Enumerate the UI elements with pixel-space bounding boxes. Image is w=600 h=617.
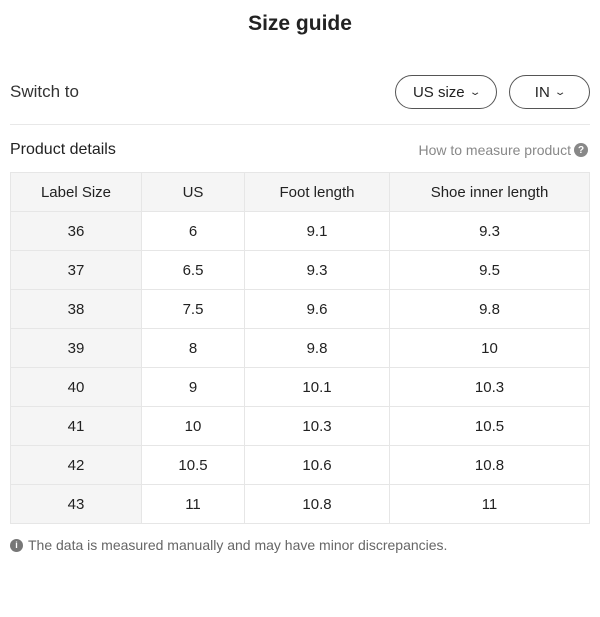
cell-shoe-inner-length: 9.5	[389, 250, 590, 290]
cell-label-size: 41	[10, 406, 142, 446]
table-row: 38 7.5 9.6 9.8	[10, 289, 590, 329]
cell-shoe-inner-length: 9.8	[389, 289, 590, 329]
divider	[10, 124, 590, 125]
cell-shoe-inner-length: 9.3	[389, 211, 590, 251]
table-row: 41 10 10.3 10.5	[10, 406, 590, 446]
cell-label-size: 38	[10, 289, 142, 329]
table-row: 36 6 9.1 9.3	[10, 211, 590, 251]
cell-us-size: 9	[141, 367, 245, 407]
cell-us-size: 11	[141, 484, 245, 524]
section-title: Product details	[10, 141, 116, 158]
cell-label-size: 40	[10, 367, 142, 407]
cell-shoe-inner-length: 10	[389, 328, 590, 368]
header-foot-length: Foot length	[244, 172, 390, 212]
cell-shoe-inner-length: 10.3	[389, 367, 590, 407]
header-us: US	[141, 172, 245, 212]
table-row: 39 8 9.8 10	[10, 328, 590, 368]
cell-foot-length: 9.8	[244, 328, 390, 368]
size-system-select[interactable]: US size ⌄	[395, 75, 497, 109]
cell-label-size: 42	[10, 445, 142, 485]
size-table: Label Size US Foot length Shoe inner len…	[10, 172, 590, 524]
disclaimer-text: The data is measured manually and may ha…	[28, 537, 448, 553]
cell-foot-length: 10.1	[244, 367, 390, 407]
cell-us-size: 10.5	[141, 445, 245, 485]
cell-us-size: 8	[141, 328, 245, 368]
header-shoe-inner-length: Shoe inner length	[389, 172, 590, 212]
how-to-measure-link[interactable]: How to measure product ?	[418, 142, 588, 158]
cell-label-size: 43	[10, 484, 142, 524]
cell-label-size: 37	[10, 250, 142, 290]
cell-us-size: 7.5	[141, 289, 245, 329]
cell-foot-length: 10.3	[244, 406, 390, 446]
disclaimer-note: i The data is measured manually and may …	[10, 537, 447, 553]
unit-value: IN	[534, 83, 550, 101]
table-header-row: Label Size US Foot length Shoe inner len…	[10, 172, 590, 212]
table-row: 43 11 10.8 11	[10, 484, 590, 524]
page-title: Size guide	[248, 12, 352, 35]
cell-foot-length: 9.3	[244, 250, 390, 290]
chevron-down-icon: ⌄	[553, 86, 567, 98]
cell-foot-length: 10.6	[244, 445, 390, 485]
chevron-down-icon: ⌄	[468, 86, 482, 98]
how-to-measure-label: How to measure product	[418, 142, 571, 158]
info-icon: i	[10, 538, 23, 552]
unit-select[interactable]: IN ⌄	[509, 75, 590, 109]
cell-us-size: 6	[141, 211, 245, 251]
cell-shoe-inner-length: 11	[389, 484, 590, 524]
cell-us-size: 6.5	[141, 250, 245, 290]
cell-foot-length: 9.1	[244, 211, 390, 251]
cell-foot-length: 9.6	[244, 289, 390, 329]
table-row: 42 10.5 10.6 10.8	[10, 445, 590, 485]
size-system-value: US size	[412, 83, 465, 101]
help-icon: ?	[574, 143, 588, 157]
switch-to-label: Switch to	[10, 82, 79, 101]
cell-shoe-inner-length: 10.5	[389, 406, 590, 446]
cell-shoe-inner-length: 10.8	[389, 445, 590, 485]
cell-us-size: 10	[141, 406, 245, 446]
table-row: 40 9 10.1 10.3	[10, 367, 590, 407]
header-label-size: Label Size	[10, 172, 142, 212]
cell-foot-length: 10.8	[244, 484, 390, 524]
cell-label-size: 39	[10, 328, 142, 368]
cell-label-size: 36	[10, 211, 142, 251]
table-row: 37 6.5 9.3 9.5	[10, 250, 590, 290]
